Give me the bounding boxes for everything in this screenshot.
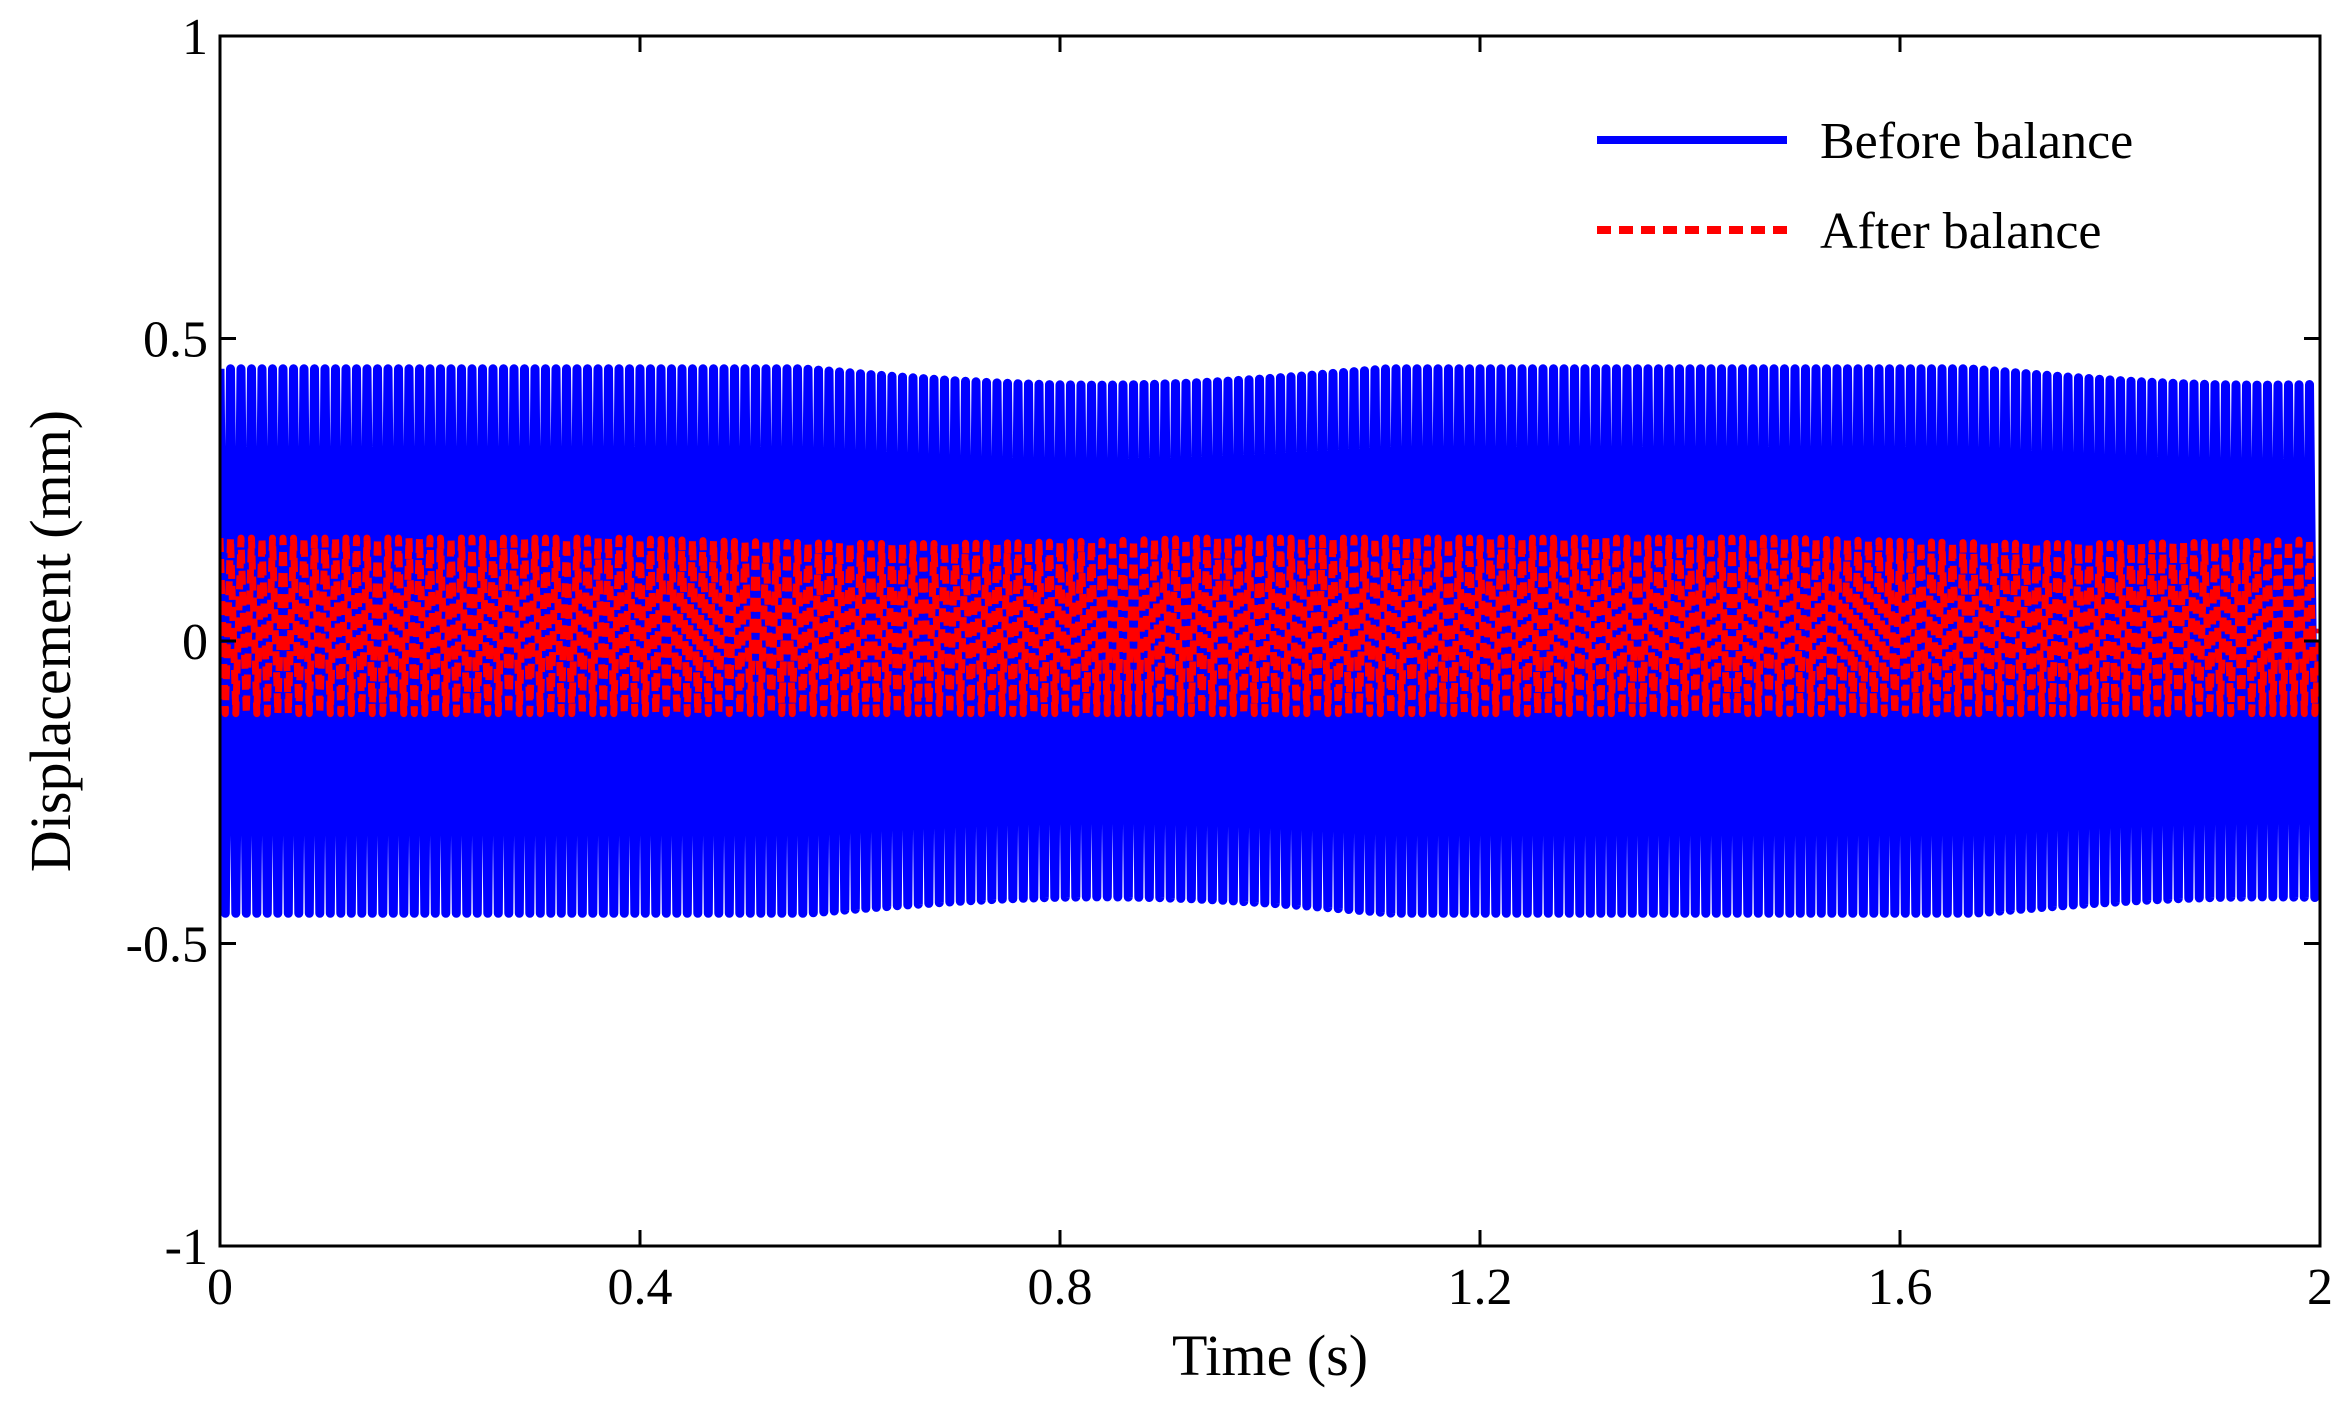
legend: Before balance After balance [1597, 113, 2133, 260]
y-tick-label: 0 [182, 614, 208, 671]
y-axis-label: Displacement (mm) [18, 410, 83, 872]
y-tick-label: 0.5 [143, 312, 208, 369]
series-line-after-balance [220, 534, 2320, 718]
series-layer [220, 364, 2320, 918]
x-axis-label: Time (s) [1172, 1323, 1368, 1388]
plot-area-clip-group [220, 364, 2320, 918]
x-tick-label: 0 [207, 1259, 233, 1316]
x-tick-label: 2 [2307, 1259, 2333, 1316]
x-tick-label: 0.8 [1028, 1259, 1093, 1316]
series-line-before-balance [220, 364, 2320, 918]
x-tick-label: 1.6 [1868, 1259, 1933, 1316]
x-tick-label: 0.4 [608, 1259, 673, 1316]
x-tick-labels: 0 0.4 0.8 1.2 1.6 2 [207, 1259, 2333, 1316]
y-tick-label: -1 [165, 1219, 208, 1276]
ticks-layer [218, 34, 2322, 1248]
legend-label-before-balance: Before balance [1820, 113, 2133, 170]
y-tick-label: -0.5 [126, 917, 208, 974]
y-tick-labels: 1 0.5 0 -0.5 -1 [126, 9, 208, 1276]
legend-label-after-balance: After balance [1820, 203, 2101, 260]
y-tick-label: 1 [182, 9, 208, 66]
x-tick-label: 1.2 [1448, 1259, 1513, 1316]
